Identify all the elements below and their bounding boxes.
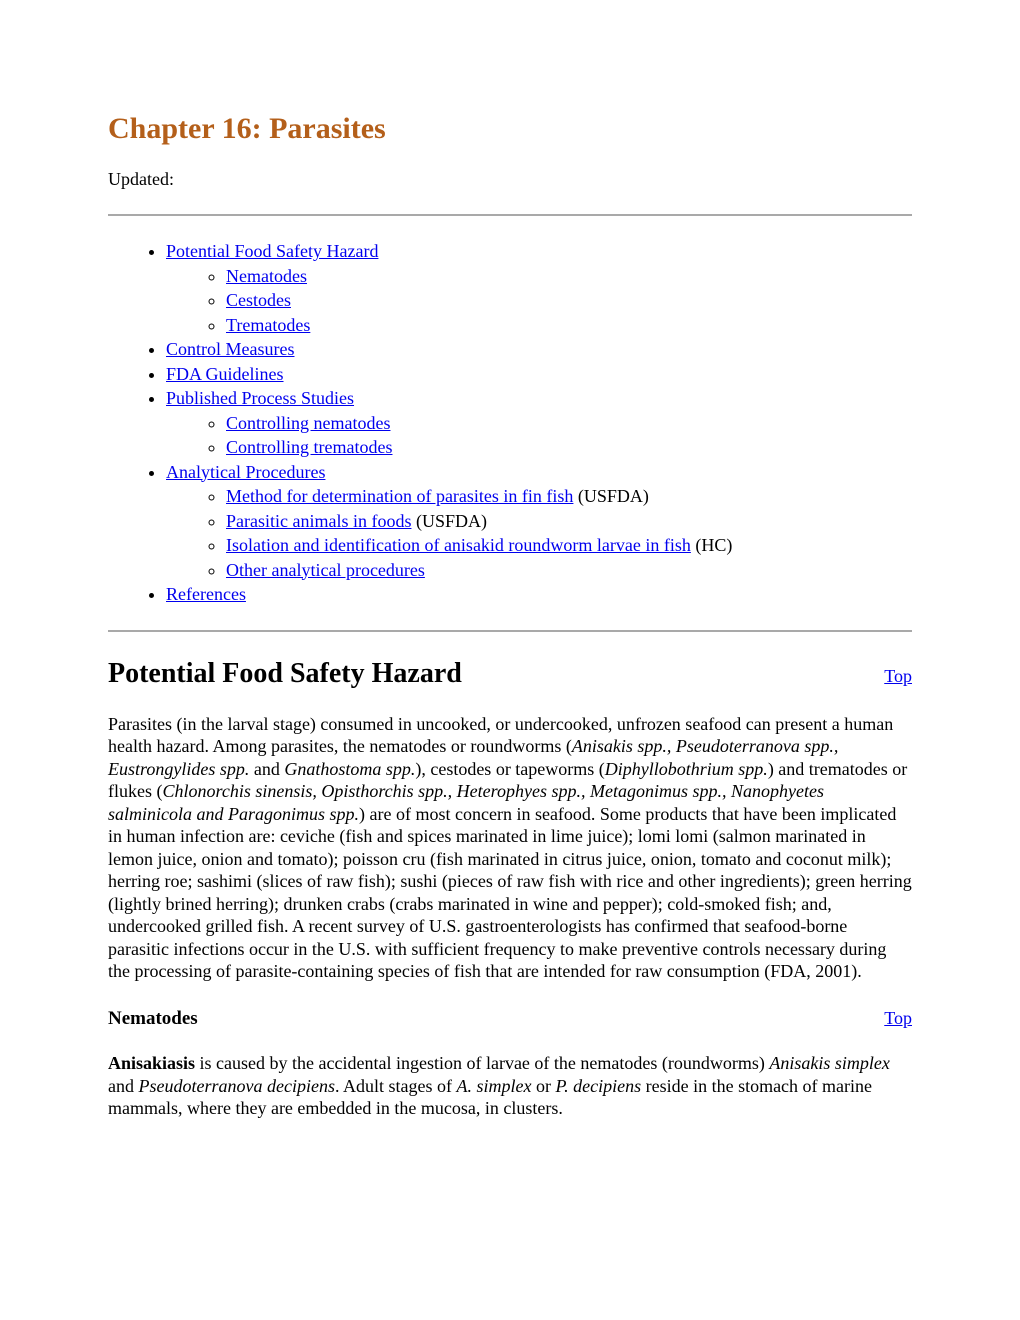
toc-link[interactable]: Analytical Procedures [166,462,325,482]
toc-link[interactable]: Controlling nematodes [226,413,390,433]
toc-link[interactable]: Controlling trematodes [226,437,392,457]
toc-subitem: Trematodes [226,314,912,337]
toc-subitem: Controlling nematodes [226,412,912,435]
text-run: A. simplex [456,1076,531,1096]
toc-item: Control Measures [166,338,912,361]
section-heading-potential-hazard: Potential Food Safety Hazard [108,656,462,691]
divider-top [108,214,912,216]
text-run: and [249,759,284,779]
text-run: and [108,1076,139,1096]
toc-item: FDA Guidelines [166,363,912,386]
text-run: P. decipiens [555,1076,641,1096]
toc-link[interactable]: Isolation and identification of anisakid… [226,535,691,555]
divider-mid [108,630,912,632]
toc-subitem: Controlling trematodes [226,436,912,459]
subsection-heading-nematodes: Nematodes [108,1007,198,1031]
toc-list: Potential Food Safety Hazard Nematodes Ces… [108,240,912,606]
toc-subitem: Other analytical procedures [226,559,912,582]
toc-link[interactable]: Control Measures [166,339,294,359]
section-heading-row: Potential Food Safety Hazard Top [108,656,912,691]
toc-item: References [166,583,912,606]
text-run: or [531,1076,555,1096]
toc-link[interactable]: Other analytical procedures [226,560,425,580]
subsection1-paragraph: Anisakiasis is caused by the accidental … [108,1052,912,1120]
text-run: ) are of most concern in seafood. Some p… [108,804,912,982]
top-link[interactable]: Top [884,1007,912,1030]
toc-sublist: Nematodes Cestodes Trematodes [166,265,912,337]
toc-link[interactable]: Nematodes [226,266,307,286]
text-run: Anisakis simplex [769,1053,889,1073]
toc-suffix: (USFDA) [573,486,649,506]
subsection-heading-row: Nematodes Top [108,1007,912,1031]
toc-sublist: Controlling nematodes Controlling tremato… [166,412,912,459]
toc-item: Published Process Studies Controlling nem… [166,387,912,459]
updated-label: Updated: [108,168,912,191]
toc-suffix: (HC) [691,535,733,555]
toc-link[interactable]: References [166,584,246,604]
toc-item: Potential Food Safety Hazard Nematodes Ces… [166,240,912,336]
text-run: ), cestodes or tapeworms ( [415,759,604,779]
toc-subitem: Parasitic animals in foods (USFDA) [226,510,912,533]
text-run: Diphyllobothrium spp. [605,759,768,779]
text-run: is caused by the accidental ingestion of… [195,1053,769,1073]
toc-link[interactable]: Trematodes [226,315,310,335]
text-run: . Adult stages of [335,1076,457,1096]
toc-subitem: Nematodes [226,265,912,288]
toc-link[interactable]: Cestodes [226,290,291,310]
section1-paragraph: Parasites (in the larval stage) consumed… [108,713,912,983]
chapter-title: Chapter 16: Parasites [108,110,912,148]
text-run: Anisakiasis [108,1053,195,1073]
toc-sublist: Method for determination of parasites in… [166,485,912,581]
toc-subitem: Cestodes [226,289,912,312]
toc-suffix: (USFDA) [411,511,487,531]
toc-subitem: Method for determination of parasites in… [226,485,912,508]
text-run: Pseudoterranova decipiens [139,1076,335,1096]
toc-link[interactable]: Parasitic animals in foods [226,511,411,531]
toc-item: Analytical Procedures Method for determin… [166,461,912,582]
text-run: Gnathostoma spp. [284,759,415,779]
toc-subitem: Isolation and identification of anisakid… [226,534,912,557]
toc-link[interactable]: Potential Food Safety Hazard [166,241,378,261]
toc-link[interactable]: Published Process Studies [166,388,354,408]
toc-link[interactable]: Method for determination of parasites in… [226,486,573,506]
toc-link[interactable]: FDA Guidelines [166,364,284,384]
top-link[interactable]: Top [884,665,912,688]
